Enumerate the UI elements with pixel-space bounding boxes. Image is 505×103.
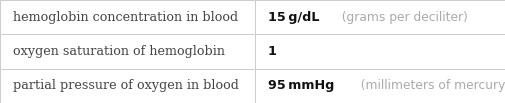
Text: 15 g/dL: 15 g/dL xyxy=(268,11,319,24)
Text: (millimeters of mercury): (millimeters of mercury) xyxy=(354,79,505,92)
Text: 1: 1 xyxy=(268,45,277,58)
Text: partial pressure of oxygen in blood: partial pressure of oxygen in blood xyxy=(13,79,238,92)
Text: oxygen saturation of hemoglobin: oxygen saturation of hemoglobin xyxy=(13,45,225,58)
Text: (grams per deciliter): (grams per deciliter) xyxy=(334,11,468,24)
Text: hemoglobin concentration in blood: hemoglobin concentration in blood xyxy=(13,11,238,24)
Text: 95 mmHg: 95 mmHg xyxy=(268,79,334,92)
